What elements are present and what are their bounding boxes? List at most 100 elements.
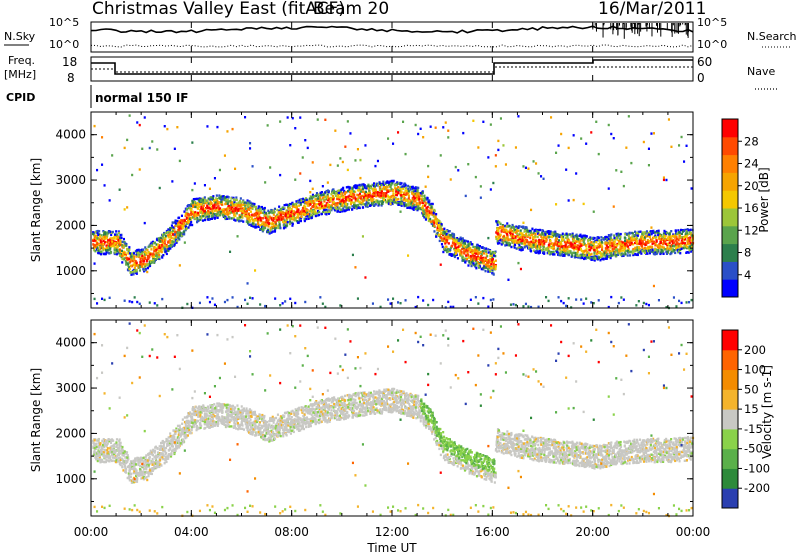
power-cell — [497, 139, 500, 143]
power-cell — [529, 231, 532, 234]
power-cell — [99, 245, 102, 249]
power-cell — [264, 226, 267, 230]
power-cell — [354, 198, 357, 201]
power-cell — [155, 243, 158, 246]
power-cell — [278, 218, 281, 221]
power-cell — [259, 210, 262, 213]
power-cell — [539, 245, 542, 249]
power-cell — [94, 234, 97, 238]
power-cell — [97, 249, 100, 252]
power-cell — [601, 252, 604, 256]
power-cell — [635, 304, 638, 307]
power-cell — [502, 242, 505, 245]
power-cell — [407, 189, 410, 193]
power-cell — [366, 203, 369, 207]
power-cell — [107, 251, 110, 255]
power-cell — [334, 203, 337, 207]
power-cell — [466, 252, 469, 255]
power-cell — [362, 183, 365, 186]
power-cell — [177, 237, 180, 240]
power-cell — [674, 243, 677, 246]
power-cell — [641, 231, 644, 234]
power-cell — [103, 241, 106, 244]
power-cell — [483, 265, 486, 268]
power-cell — [644, 251, 647, 254]
power-cell — [388, 202, 391, 206]
power-cell — [249, 296, 252, 299]
power-cell — [262, 221, 265, 224]
power-cell — [664, 248, 667, 251]
power-cell — [258, 213, 261, 216]
power-cell — [304, 207, 307, 210]
power-cell — [381, 182, 384, 186]
power-cell — [208, 187, 211, 190]
power-cell — [452, 305, 455, 309]
power-cell — [405, 198, 408, 202]
power-cell — [532, 236, 535, 239]
power-cell — [253, 214, 256, 217]
power-cell — [364, 202, 367, 206]
power-cell — [609, 236, 612, 240]
power-cell — [131, 270, 134, 274]
power-cell — [579, 243, 582, 246]
power-cell — [454, 252, 457, 255]
power-cell — [447, 237, 450, 240]
power-cell — [285, 216, 288, 220]
power-cell — [647, 164, 650, 167]
power-cell — [510, 245, 513, 249]
power-cell — [438, 239, 441, 243]
power-cell — [183, 210, 186, 213]
power-cell — [244, 204, 247, 207]
power-cell — [440, 223, 443, 226]
power-cell — [509, 238, 512, 242]
power-cell — [416, 186, 419, 189]
power-cell — [218, 209, 221, 213]
power-cell — [594, 240, 597, 243]
power-cell — [400, 185, 403, 188]
power-cell — [318, 210, 321, 214]
power-cell — [552, 250, 555, 253]
power-cell — [108, 239, 111, 242]
power-cell — [218, 194, 221, 197]
power-cell — [325, 208, 328, 212]
power-cell — [472, 256, 475, 259]
power-cell — [325, 213, 328, 216]
power-cell — [151, 254, 154, 258]
power-cell — [168, 239, 171, 242]
power-cell — [251, 213, 254, 217]
power-cell — [634, 252, 637, 256]
power-cell — [585, 142, 588, 145]
power-cell — [611, 247, 614, 251]
power-cell — [233, 198, 236, 201]
power-cell — [247, 212, 250, 216]
power-cell — [111, 237, 114, 240]
power-cell — [573, 248, 576, 251]
power-cell — [377, 184, 380, 187]
power-cell — [435, 235, 438, 238]
power-cell — [319, 191, 322, 195]
power-cell — [296, 216, 299, 219]
power-cell — [164, 248, 167, 251]
power-cell — [93, 124, 96, 128]
power-cell — [121, 261, 124, 264]
power-cell — [364, 144, 367, 147]
power-cell — [651, 249, 654, 252]
power-cell — [476, 261, 479, 265]
power-cell — [135, 261, 138, 264]
power-cell — [233, 214, 236, 217]
power-cell — [428, 203, 431, 206]
power-cell — [632, 243, 635, 246]
freq-label: Freq. — [8, 54, 35, 67]
power-cell — [621, 249, 624, 252]
power-cell — [535, 162, 538, 165]
power-cell — [425, 207, 428, 210]
power-cell — [290, 214, 293, 218]
power-cell — [178, 229, 181, 232]
power-cell — [672, 233, 675, 236]
power-cell — [475, 252, 478, 255]
power-cell — [434, 215, 437, 219]
power-cell — [404, 193, 407, 197]
power-cell — [294, 301, 297, 305]
power-cell — [517, 242, 520, 245]
power-cell — [129, 264, 132, 267]
